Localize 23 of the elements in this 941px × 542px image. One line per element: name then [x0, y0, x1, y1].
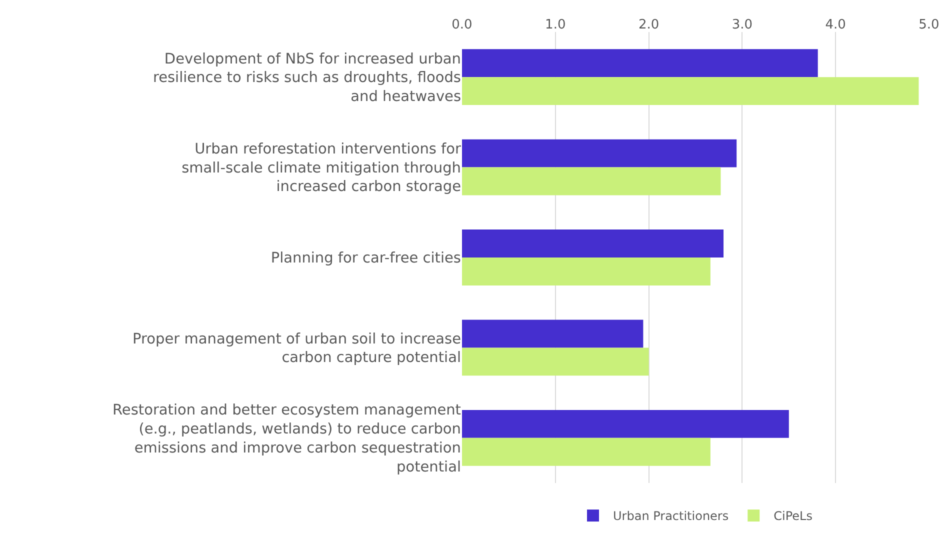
bar — [462, 348, 649, 376]
bar — [462, 320, 644, 348]
y-tick-label: Proper management of urban soil to increase carbon capture potential — [132, 331, 462, 366]
x-tick-label: 5.0 — [918, 17, 940, 32]
y-tick-label: Urban reforestation interventions for small-scale climate mitigation through increased carbon storage — [182, 142, 462, 196]
bar — [462, 49, 818, 78]
y-tick-label: Restoration and better ecosystem management (e.g., peatlands, wetlands) to reduce carbon emissions and improve carbon sequestration potential — [112, 402, 462, 476]
bar — [462, 77, 919, 106]
x-tick-label: 1.0 — [545, 17, 566, 32]
bar — [462, 438, 710, 466]
y-tick-label: Development of NbS for increased urban resilience to risks such as droughts, floods and heatwaves — [152, 51, 461, 106]
x-tick-label: 2.0 — [638, 17, 660, 32]
bar — [462, 230, 724, 258]
legend-label: Urban Practitioners — [613, 509, 729, 524]
bar — [462, 258, 710, 286]
x-tick-label: 3.0 — [732, 17, 753, 32]
bar — [462, 139, 737, 168]
bar — [462, 410, 789, 438]
x-tick-label: 0.0 — [452, 17, 472, 32]
x-tick-label: 4.0 — [825, 17, 846, 32]
bar — [462, 167, 721, 196]
y-tick-label: Planning for car-free cities — [270, 250, 461, 267]
legend-label: CiPeLs — [774, 509, 812, 524]
